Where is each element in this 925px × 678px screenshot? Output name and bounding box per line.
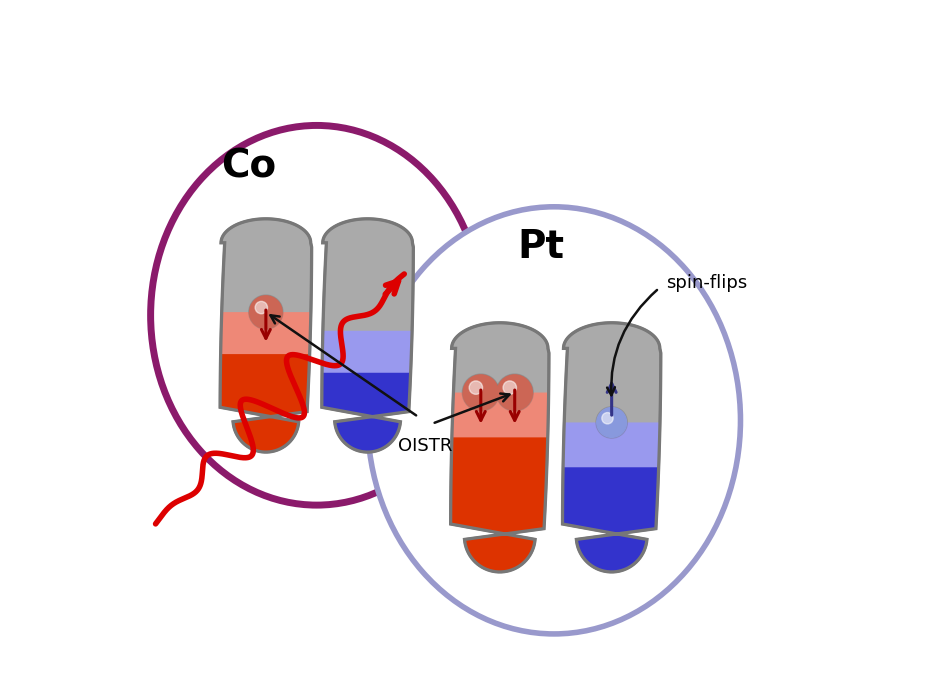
Circle shape — [597, 407, 626, 437]
Polygon shape — [450, 393, 549, 572]
Polygon shape — [220, 312, 311, 452]
Ellipse shape — [367, 207, 741, 634]
Polygon shape — [450, 437, 548, 572]
Polygon shape — [322, 331, 413, 452]
Text: spin-flips: spin-flips — [666, 273, 747, 292]
Circle shape — [255, 302, 267, 314]
Polygon shape — [322, 373, 411, 452]
Polygon shape — [322, 219, 413, 452]
Circle shape — [463, 375, 499, 410]
Ellipse shape — [151, 125, 483, 505]
Polygon shape — [450, 323, 549, 572]
Polygon shape — [220, 354, 310, 452]
Circle shape — [497, 375, 532, 410]
Polygon shape — [562, 467, 659, 572]
Polygon shape — [562, 422, 660, 572]
Text: Co: Co — [221, 147, 277, 185]
Circle shape — [503, 381, 516, 395]
Circle shape — [462, 374, 500, 411]
Polygon shape — [562, 323, 660, 572]
Text: Pt: Pt — [517, 228, 564, 266]
Circle shape — [250, 296, 282, 328]
Polygon shape — [220, 219, 312, 452]
Circle shape — [496, 374, 533, 411]
Circle shape — [602, 413, 613, 424]
Text: OISTR: OISTR — [398, 437, 452, 456]
Circle shape — [249, 295, 283, 330]
Circle shape — [596, 407, 627, 438]
Circle shape — [469, 381, 483, 395]
